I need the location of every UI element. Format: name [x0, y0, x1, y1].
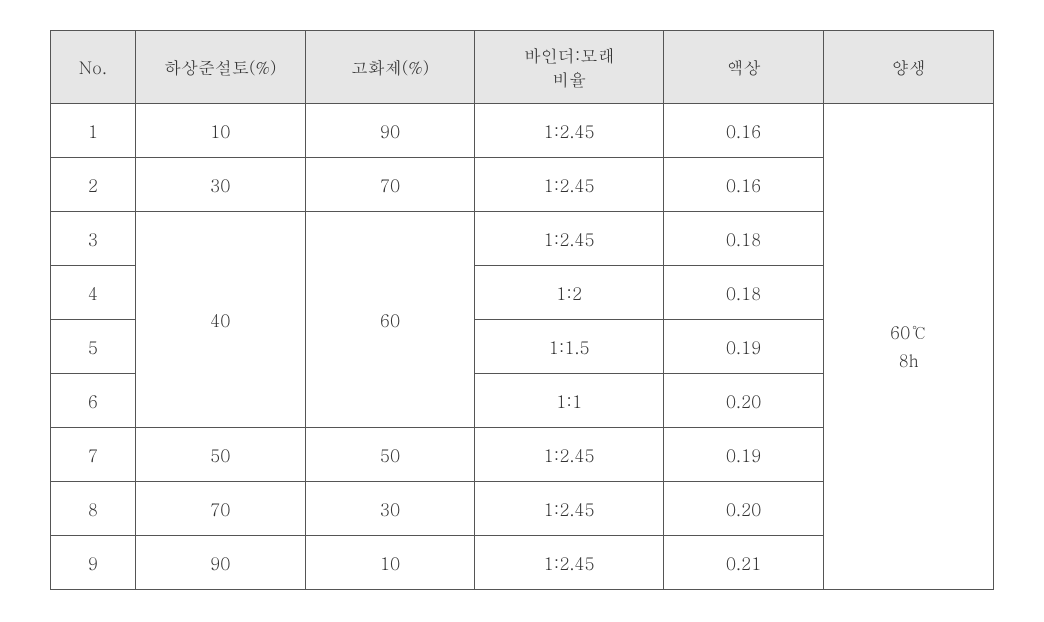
header-soil: 하상준설토(%)	[135, 31, 305, 104]
cell-solidifier: 90	[305, 104, 475, 158]
cell-soil-merged: 40	[135, 212, 305, 428]
cell-no: 4	[51, 266, 136, 320]
cell-soil: 50	[135, 428, 305, 482]
cell-soil: 90	[135, 536, 305, 590]
cell-soil: 30	[135, 158, 305, 212]
header-solidifier: 고화제(%)	[305, 31, 475, 104]
mix-design-table: No. 하상준설토(%) 고화제(%) 바인더:모래 비율 액상 양생 1 10…	[50, 30, 994, 590]
cell-liquid: 0.16	[663, 104, 823, 158]
table-row: 1 10 90 1:2.45 0.16 60℃ 8h	[51, 104, 994, 158]
header-liquid: 액상	[663, 31, 823, 104]
cell-liquid: 0.18	[663, 266, 823, 320]
cell-liquid: 0.19	[663, 320, 823, 374]
cell-liquid: 0.20	[663, 374, 823, 428]
cell-no: 7	[51, 428, 136, 482]
cell-liquid: 0.19	[663, 428, 823, 482]
cell-ratio: 1:2.45	[475, 104, 664, 158]
cell-no: 9	[51, 536, 136, 590]
header-ratio: 바인더:모래 비율	[475, 31, 664, 104]
cell-no: 8	[51, 482, 136, 536]
cell-solidifier: 30	[305, 482, 475, 536]
cell-ratio: 1:2	[475, 266, 664, 320]
header-cure: 양생	[824, 31, 994, 104]
cell-solidifier: 70	[305, 158, 475, 212]
table-header-row: No. 하상준설토(%) 고화제(%) 바인더:모래 비율 액상 양생	[51, 31, 994, 104]
cell-liquid: 0.16	[663, 158, 823, 212]
cell-no: 5	[51, 320, 136, 374]
cell-solidifier: 50	[305, 428, 475, 482]
cell-liquid: 0.18	[663, 212, 823, 266]
cell-ratio: 1:1	[475, 374, 664, 428]
cell-ratio: 1:2.45	[475, 428, 664, 482]
cell-solidifier-merged: 60	[305, 212, 475, 428]
cell-no: 2	[51, 158, 136, 212]
cell-cure: 60℃ 8h	[824, 104, 994, 590]
cell-ratio: 1:2.45	[475, 482, 664, 536]
cell-ratio: 1:2.45	[475, 536, 664, 590]
cell-no: 3	[51, 212, 136, 266]
cell-soil: 70	[135, 482, 305, 536]
header-no: No.	[51, 31, 136, 104]
cell-no: 6	[51, 374, 136, 428]
cell-ratio: 1:1.5	[475, 320, 664, 374]
cell-no: 1	[51, 104, 136, 158]
cell-liquid: 0.20	[663, 482, 823, 536]
cell-ratio: 1:2.45	[475, 158, 664, 212]
cell-liquid: 0.21	[663, 536, 823, 590]
cell-ratio: 1:2.45	[475, 212, 664, 266]
cell-solidifier: 10	[305, 536, 475, 590]
cell-soil: 10	[135, 104, 305, 158]
